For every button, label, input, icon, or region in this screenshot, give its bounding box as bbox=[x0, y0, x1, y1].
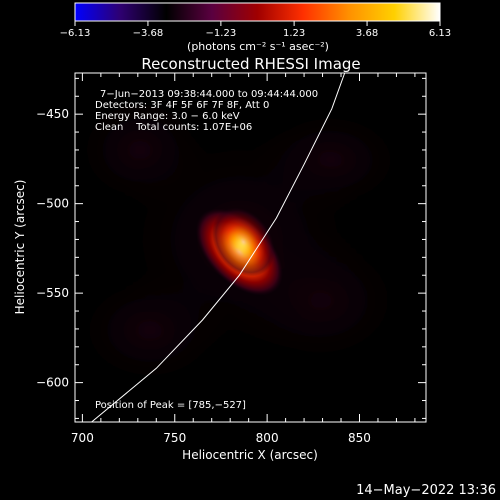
colorbar-tick-label: 6.13 bbox=[429, 28, 451, 39]
annotation-time-range: 7−Jun−2013 09:38:44.000 to 09:44:44.000 bbox=[100, 89, 318, 100]
flare-source-lobe bbox=[212, 207, 275, 277]
x-tick-label: 850 bbox=[348, 431, 371, 445]
x-tick-label: 750 bbox=[163, 431, 186, 445]
footer-timestamp: 14−May−2022 13:36 bbox=[356, 483, 496, 498]
colorbar-ticks: −6.13 −3.68 −1.23 1.23 3.68 6.13 bbox=[60, 21, 451, 39]
colorbar-tick-label: −3.68 bbox=[133, 28, 164, 39]
colorbar-unit-label: (photons cm⁻² s⁻¹ asec⁻²) bbox=[187, 40, 329, 53]
colorbar-tick-label: −1.23 bbox=[206, 28, 237, 39]
y-axis-label: Heliocentric Y (arcsec) bbox=[13, 180, 27, 315]
y-axis-ticks: −450 −500 −550 −600 bbox=[36, 77, 426, 419]
colorbar-tick-label: 3.68 bbox=[356, 28, 378, 39]
x-axis-label: Heliocentric X (arcsec) bbox=[182, 448, 318, 462]
x-axis-ticks: 700 750 800 850 bbox=[71, 73, 416, 445]
y-tick-label: −450 bbox=[36, 107, 69, 121]
image-layer bbox=[75, 73, 410, 422]
solar-limb-curve bbox=[91, 73, 346, 422]
x-tick-label: 700 bbox=[71, 431, 94, 445]
plot-frame bbox=[74, 72, 427, 423]
y-tick-label: −550 bbox=[36, 286, 69, 300]
colorbar-tick-label: −6.13 bbox=[60, 28, 91, 39]
colorbar bbox=[74, 2, 441, 22]
chart-title: Reconstructed RHESSI Image bbox=[141, 55, 360, 73]
annotation-peak-position: Position of Peak = [785,−527] bbox=[95, 400, 246, 411]
x-tick-label: 800 bbox=[256, 431, 279, 445]
y-tick-label: −500 bbox=[36, 197, 69, 211]
annotation-detectors: Detectors: 3F 4F 5F 6F 7F 8F, Att 0 bbox=[95, 100, 269, 111]
flare-source bbox=[195, 207, 283, 296]
annotation-clean-counts: Clean Total counts: 1.07E+06 bbox=[95, 122, 252, 133]
annotation-energy-range: Energy Range: 3.0 − 6.0 keV bbox=[95, 111, 240, 122]
y-tick-label: −600 bbox=[36, 376, 69, 390]
colorbar-tick-label: 1.23 bbox=[283, 28, 305, 39]
